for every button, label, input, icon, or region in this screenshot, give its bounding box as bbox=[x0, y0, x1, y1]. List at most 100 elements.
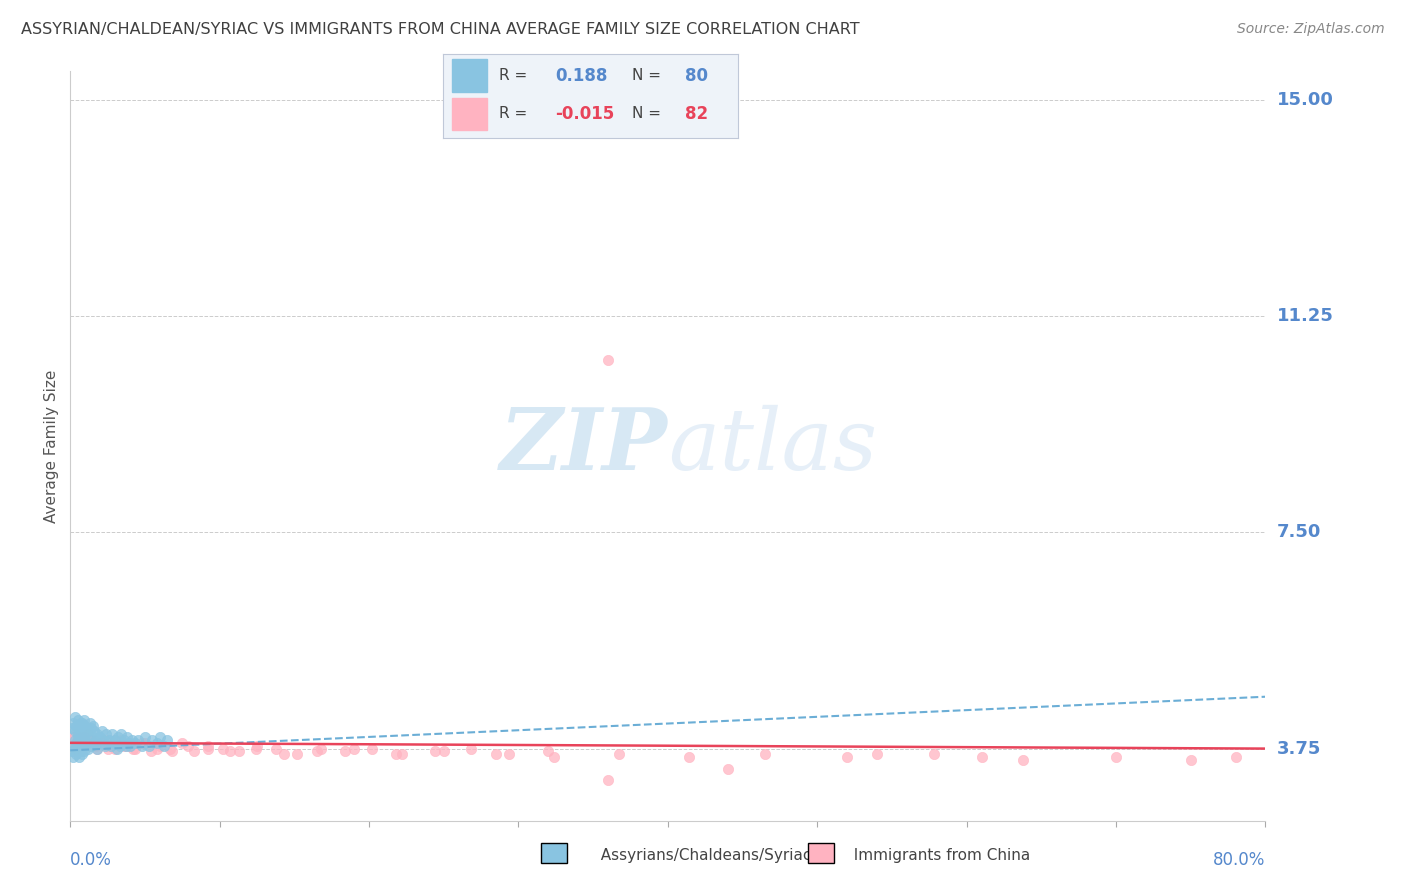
Y-axis label: Average Family Size: Average Family Size bbox=[44, 369, 59, 523]
Point bbox=[65, 718, 87, 732]
Point bbox=[90, 736, 112, 750]
Point bbox=[75, 718, 97, 732]
Point bbox=[537, 744, 560, 758]
Point bbox=[65, 747, 87, 762]
Point bbox=[717, 762, 740, 776]
Point bbox=[1105, 750, 1128, 764]
Point bbox=[112, 733, 135, 747]
Point bbox=[104, 733, 127, 747]
Point bbox=[62, 730, 84, 744]
Point bbox=[63, 733, 86, 747]
Point bbox=[837, 750, 859, 764]
Point bbox=[83, 736, 105, 750]
Point bbox=[73, 730, 96, 744]
Point bbox=[131, 736, 153, 750]
Point bbox=[63, 710, 86, 724]
Point bbox=[120, 739, 141, 753]
Point bbox=[156, 733, 179, 747]
Point bbox=[67, 739, 90, 753]
Point bbox=[391, 747, 413, 762]
Point bbox=[101, 727, 124, 741]
Point bbox=[112, 739, 135, 753]
Text: ASSYRIAN/CHALDEAN/SYRIAC VS IMMIGRANTS FROM CHINA AVERAGE FAMILY SIZE CORRELATIO: ASSYRIAN/CHALDEAN/SYRIAC VS IMMIGRANTS F… bbox=[21, 22, 859, 37]
Point bbox=[108, 739, 131, 753]
Point bbox=[73, 713, 96, 727]
Point bbox=[66, 727, 89, 741]
Point bbox=[146, 741, 169, 756]
Point bbox=[77, 741, 100, 756]
Point bbox=[385, 747, 408, 762]
Point bbox=[67, 736, 90, 750]
Point bbox=[970, 750, 993, 764]
Point bbox=[93, 733, 115, 747]
Point bbox=[60, 744, 83, 758]
Point bbox=[97, 736, 120, 750]
Point bbox=[127, 733, 149, 747]
Point bbox=[460, 741, 482, 756]
Point bbox=[73, 744, 96, 758]
Point bbox=[77, 727, 100, 741]
Point bbox=[134, 736, 156, 750]
Point bbox=[335, 744, 357, 758]
Point bbox=[75, 739, 97, 753]
Text: 15.00: 15.00 bbox=[1277, 91, 1333, 109]
Point bbox=[103, 736, 125, 750]
Point bbox=[678, 750, 700, 764]
Text: R =: R = bbox=[499, 106, 527, 121]
Point bbox=[160, 744, 183, 758]
Point bbox=[211, 741, 233, 756]
Point bbox=[287, 747, 309, 762]
Point bbox=[66, 730, 89, 744]
Text: atlas: atlas bbox=[668, 405, 877, 487]
Point bbox=[62, 739, 84, 753]
Point bbox=[70, 739, 93, 753]
Point bbox=[69, 733, 91, 747]
Point bbox=[90, 724, 112, 739]
Text: 0.188: 0.188 bbox=[555, 67, 607, 85]
Point bbox=[66, 744, 89, 758]
Point bbox=[131, 739, 153, 753]
Point bbox=[100, 739, 122, 753]
Point bbox=[63, 736, 86, 750]
Point bbox=[83, 733, 105, 747]
Point bbox=[67, 722, 90, 736]
Text: 0.0%: 0.0% bbox=[70, 851, 112, 869]
Point bbox=[110, 733, 132, 747]
Point bbox=[107, 730, 129, 744]
Point bbox=[134, 730, 156, 744]
Point bbox=[70, 715, 93, 730]
Point bbox=[104, 741, 127, 756]
Point bbox=[105, 741, 128, 756]
Point bbox=[183, 744, 205, 758]
Point bbox=[60, 733, 83, 747]
Point bbox=[80, 739, 103, 753]
Point bbox=[80, 733, 103, 747]
Point bbox=[69, 730, 91, 744]
Point bbox=[84, 739, 107, 753]
Point bbox=[63, 727, 86, 741]
Point bbox=[124, 741, 146, 756]
Point bbox=[139, 744, 162, 758]
Point bbox=[73, 730, 96, 744]
Point bbox=[80, 739, 103, 753]
Point bbox=[65, 736, 87, 750]
Point bbox=[82, 718, 104, 732]
Text: 80: 80 bbox=[685, 67, 709, 85]
Point bbox=[96, 727, 118, 741]
Point bbox=[149, 739, 172, 753]
Point bbox=[104, 733, 127, 747]
Point bbox=[141, 733, 163, 747]
Point bbox=[66, 733, 89, 747]
Point bbox=[98, 733, 121, 747]
Point bbox=[607, 747, 630, 762]
Point bbox=[1225, 750, 1247, 764]
Point bbox=[86, 727, 108, 741]
Point bbox=[97, 741, 120, 756]
Point bbox=[82, 730, 104, 744]
Point bbox=[922, 747, 945, 762]
Text: -0.015: -0.015 bbox=[555, 104, 614, 123]
Point bbox=[117, 736, 139, 750]
Point bbox=[70, 739, 93, 753]
Bar bbox=[451, 60, 486, 92]
Text: Assyrians/Chaldeans/Syriacs: Assyrians/Chaldeans/Syriacs bbox=[591, 848, 818, 863]
